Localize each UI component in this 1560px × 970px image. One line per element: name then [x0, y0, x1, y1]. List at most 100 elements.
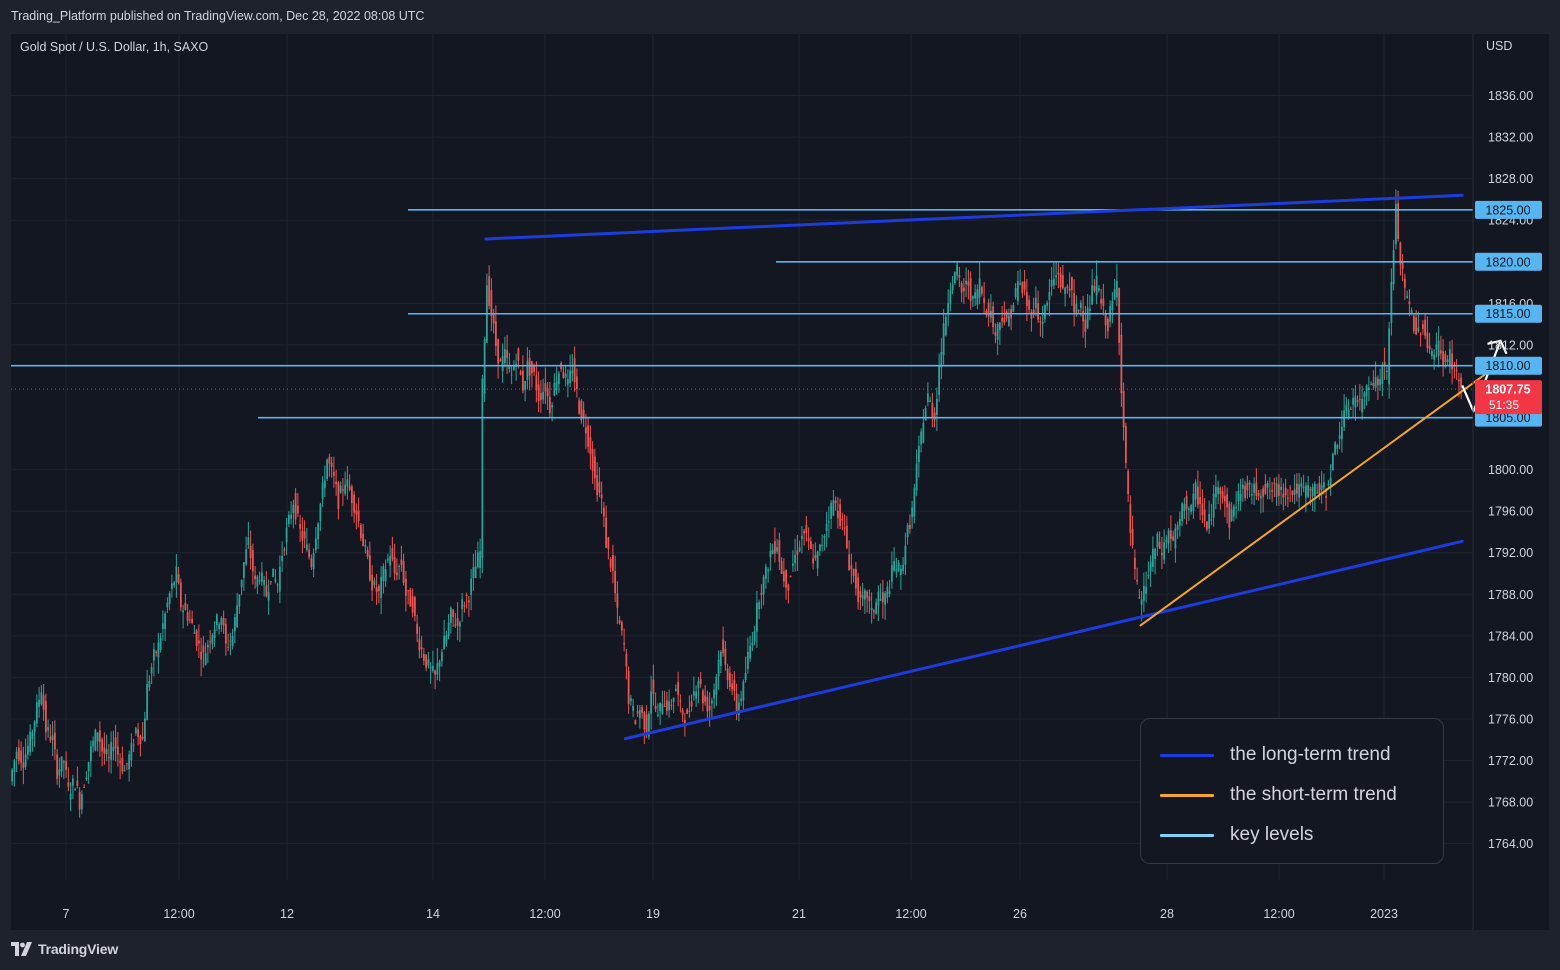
- candle: [1232, 504, 1235, 522]
- candle: [776, 538, 779, 555]
- candle: [150, 663, 153, 684]
- candle: [994, 323, 997, 344]
- candle: [1205, 521, 1208, 532]
- candle: [1214, 474, 1217, 510]
- candle: [1151, 536, 1154, 572]
- candle: [116, 731, 119, 767]
- legend-item-long-term: the long-term trend: [1160, 744, 1391, 766]
- price-chart[interactable]: 1764.00 1768.00 1772.00 1776.00 1780.00 1784.…: [11, 34, 1549, 930]
- candle: [940, 338, 943, 380]
- candle: [971, 295, 974, 307]
- key-level-badge[interactable]: 1815.00: [1475, 304, 1542, 323]
- candle: [920, 428, 923, 453]
- candle: [618, 615, 621, 625]
- candle: [634, 719, 637, 725]
- legend-label: key levels: [1230, 824, 1314, 845]
- candle: [875, 598, 878, 615]
- candle: [1124, 422, 1127, 469]
- axis-unit-label: USD: [1486, 39, 1512, 53]
- candle: [1376, 375, 1379, 400]
- candle: [231, 628, 234, 650]
- candle: [409, 587, 412, 607]
- candle: [881, 579, 884, 619]
- candle: [1221, 486, 1224, 504]
- candle: [335, 469, 338, 496]
- candle: [449, 606, 452, 634]
- candle: [107, 744, 110, 773]
- candle: [105, 734, 108, 762]
- candle: [850, 553, 853, 585]
- candle: [1050, 267, 1053, 296]
- candle: [1034, 286, 1037, 317]
- candle: [708, 692, 711, 727]
- candle: [11, 767, 14, 786]
- candle: [353, 491, 356, 523]
- time-axis[interactable]: 7 12:00 12 14 12:00 19 21 12:00 26 28 12:00 2023: [11, 900, 1473, 921]
- candle: [206, 639, 209, 664]
- candle: [238, 594, 241, 614]
- candle: [200, 637, 203, 677]
- candle: [616, 581, 619, 625]
- candle: [499, 357, 502, 362]
- long-term-trend-line[interactable]: [484, 193, 1464, 241]
- candle: [771, 543, 774, 555]
- candle: [98, 721, 101, 757]
- candle: [965, 267, 968, 298]
- candle: [596, 462, 599, 502]
- candle: [868, 589, 871, 614]
- price-tick-label: 1772.00: [1488, 754, 1533, 768]
- candle: [1084, 306, 1087, 348]
- candle: [497, 338, 500, 379]
- candle: [1408, 289, 1411, 317]
- candle: [1250, 483, 1253, 505]
- candle: [1115, 264, 1118, 307]
- candle: [1246, 475, 1249, 499]
- chart-pane[interactable]: 1764.00 1768.00 1772.00 1776.00 1780.00 1784.…: [11, 34, 1549, 930]
- candle: [391, 536, 394, 562]
- candle: [679, 694, 682, 713]
- candle: [148, 675, 151, 692]
- candle: [1451, 339, 1454, 385]
- candle: [472, 553, 475, 591]
- key-level-badge[interactable]: 1825.00: [1475, 200, 1542, 219]
- candle: [758, 599, 761, 620]
- candle: [1007, 308, 1010, 327]
- candle: [1122, 382, 1125, 441]
- symbol-title[interactable]: Gold Spot / U.S. Dollar, 1h, SAXO: [20, 40, 209, 54]
- key-level-badge[interactable]: 1810.00: [1475, 356, 1542, 375]
- short-term-trend-line[interactable]: [1139, 371, 1488, 627]
- long-term-trend-line[interactable]: [623, 539, 1464, 741]
- price-axis[interactable]: 1764.00 1768.00 1772.00 1776.00 1780.00 1784.…: [1472, 34, 1542, 930]
- candle: [1163, 529, 1166, 564]
- candle: [715, 673, 718, 706]
- candle: [1268, 477, 1271, 500]
- candle: [501, 343, 504, 383]
- key-level-badge[interactable]: 1820.00: [1475, 252, 1542, 271]
- candle: [137, 722, 140, 746]
- candle: [411, 588, 414, 618]
- candle: [1388, 322, 1391, 399]
- candle: [719, 649, 722, 674]
- candle: [56, 749, 59, 785]
- candle: [240, 579, 243, 596]
- candle: [285, 517, 288, 556]
- candle: [659, 702, 662, 726]
- candle: [402, 553, 405, 586]
- candle: [638, 704, 641, 729]
- candle: [301, 517, 304, 554]
- key-level-value: 1825.00: [1485, 203, 1530, 217]
- candle: [506, 334, 509, 375]
- tradingview-brand[interactable]: TradingView: [11, 941, 118, 957]
- candle: [1097, 284, 1100, 293]
- candle: [443, 619, 446, 650]
- candle: [74, 787, 77, 791]
- candle: [1336, 443, 1339, 455]
- candle: [125, 762, 128, 771]
- candle: [699, 671, 702, 688]
- candle: [398, 564, 401, 580]
- candle: [544, 367, 547, 405]
- candle: [641, 704, 644, 719]
- candle: [380, 566, 383, 615]
- bar-countdown: 51:35: [1489, 398, 1519, 412]
